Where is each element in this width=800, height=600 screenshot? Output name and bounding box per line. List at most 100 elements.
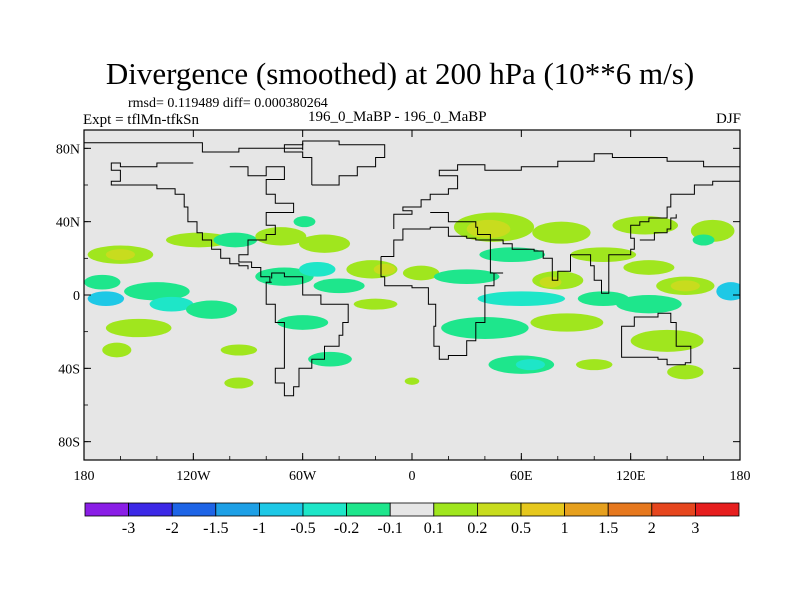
colorbar-swatch (520, 502, 565, 517)
contour-blob-41 (577, 291, 629, 306)
coastlines (84, 140, 740, 397)
contour-blob-50 (404, 377, 420, 385)
colorbar-swatch (171, 502, 217, 517)
x-tick-label: 120E (616, 469, 646, 484)
contour-blob-23 (224, 377, 254, 389)
contour-blob-30 (692, 234, 715, 246)
contour-fills (84, 212, 740, 389)
x-tick-label: 120W (176, 469, 211, 484)
coastline-9 (639, 214, 677, 241)
colorbar-label: -0.5 (290, 520, 315, 537)
experiment-label: Expt = tflMn-tfkSn (83, 112, 199, 128)
contour-blob-39 (716, 282, 740, 301)
case-label: 196_0_MaBP - 196_0_MaBP (308, 109, 487, 125)
contour-blob-5 (299, 234, 351, 253)
colorbar-swatch (433, 502, 478, 517)
y-axis: 80N 40N 0 40S 80S (56, 142, 740, 451)
contour-blob-21 (102, 342, 132, 358)
contour-blob-4 (255, 227, 307, 246)
x-axis: 180 120W 60W 0 60E 120E 180 (74, 130, 751, 484)
colorbar-swatch (695, 502, 740, 517)
contour-blob-15 (373, 263, 396, 275)
coastline-4 (283, 140, 386, 186)
colorbar-label: -3 (122, 520, 135, 537)
contour-blob-47 (515, 359, 546, 371)
contour-blob-40 (477, 291, 566, 306)
chart-title: Divergence (smoothed) at 200 hPa (10**6 … (105, 56, 695, 91)
colorbar-swatch (215, 502, 260, 517)
colorbar-label: 3 (691, 520, 699, 537)
contour-blob-36 (539, 276, 562, 288)
colorbar-swatch (302, 502, 347, 517)
colorbar-swatch (258, 502, 304, 517)
coastline-1 (229, 166, 295, 283)
contour-blob-10 (149, 296, 194, 312)
coastline-5 (380, 226, 504, 360)
contour-blob-6 (293, 216, 316, 228)
colorbar-swatch (607, 502, 653, 517)
contour-blob-27 (532, 221, 591, 244)
y-tick-label: 80S (58, 436, 80, 451)
contour-blob-3 (213, 232, 258, 248)
contour-blob-33 (623, 260, 675, 275)
x-tick-label: 180 (74, 469, 95, 484)
colorbar: -3 -2 -1.5 -1 -0.5 -0.2 -0.1 0.1 0.2 0.5 1 1.5 2 3 (84, 502, 740, 537)
contour-blob-34 (433, 269, 500, 284)
map-background (84, 130, 740, 460)
colorbar-swatch (564, 502, 609, 517)
coastline-6 (393, 153, 740, 229)
colorbar-swatch (476, 502, 522, 517)
colorbar-label: -0.1 (378, 520, 403, 537)
contour-blob-17 (277, 315, 329, 330)
colorbar-label: 2 (648, 520, 656, 537)
colorbar-label: 0.1 (424, 520, 444, 537)
x-tick-label: 180 (730, 469, 751, 484)
colorbar-swatch (346, 502, 391, 517)
contour-blob-28 (612, 216, 679, 235)
contour-blob-16 (402, 265, 440, 281)
contour-blob-26 (466, 219, 511, 239)
coastline-8 (621, 312, 692, 366)
colorbar-label: 0.2 (467, 520, 487, 537)
y-tick-label: 0 (73, 289, 80, 304)
contour-blob-13 (299, 262, 336, 277)
contour-blob-2 (166, 232, 232, 248)
coastline-3 (265, 272, 349, 397)
colorbar-label: -1.5 (203, 520, 228, 537)
contour-blob-48 (576, 359, 613, 371)
contour-blob-19 (353, 298, 398, 310)
contour-blob-1 (105, 249, 136, 261)
contour-blob-44 (530, 313, 604, 332)
colorbar-label: 1.5 (598, 520, 618, 537)
contour-blob-24 (308, 351, 352, 367)
colorbar-swatch (84, 502, 129, 517)
y-tick-label: 80N (56, 142, 80, 157)
contour-blob-22 (220, 344, 258, 356)
stats-text: rmsd= 0.119489 diff= 0.000380264 (128, 96, 328, 111)
contour-blob-32 (570, 247, 637, 262)
y-tick-label: 40N (56, 216, 80, 231)
colorbar-swatch (651, 502, 696, 517)
x-tick-label: 60W (289, 469, 317, 484)
contour-blob-49 (667, 364, 704, 380)
colorbar-label: 0.5 (511, 520, 531, 537)
colorbar-swatch (389, 502, 435, 517)
contour-blob-8 (124, 282, 190, 301)
y-tick-label: 40S (58, 362, 80, 377)
x-tick-label: 0 (409, 469, 416, 484)
contour-blob-20 (105, 318, 172, 338)
contour-blob-42 (616, 295, 682, 314)
contour-blob-11 (186, 300, 238, 319)
colorbar-label: -1 (253, 520, 266, 537)
contour-blob-9 (87, 291, 125, 306)
contour-blob-7 (84, 274, 121, 290)
colorbar-label: 1 (561, 520, 569, 537)
coastline-7 (430, 174, 740, 294)
coastline-2 (110, 162, 249, 270)
colorbar-label: -2 (166, 520, 179, 537)
colorbar-label: -0.2 (334, 520, 359, 537)
contour-blob-43 (441, 317, 529, 339)
contour-blob-38 (670, 280, 700, 292)
x-tick-label: 60E (510, 469, 533, 484)
